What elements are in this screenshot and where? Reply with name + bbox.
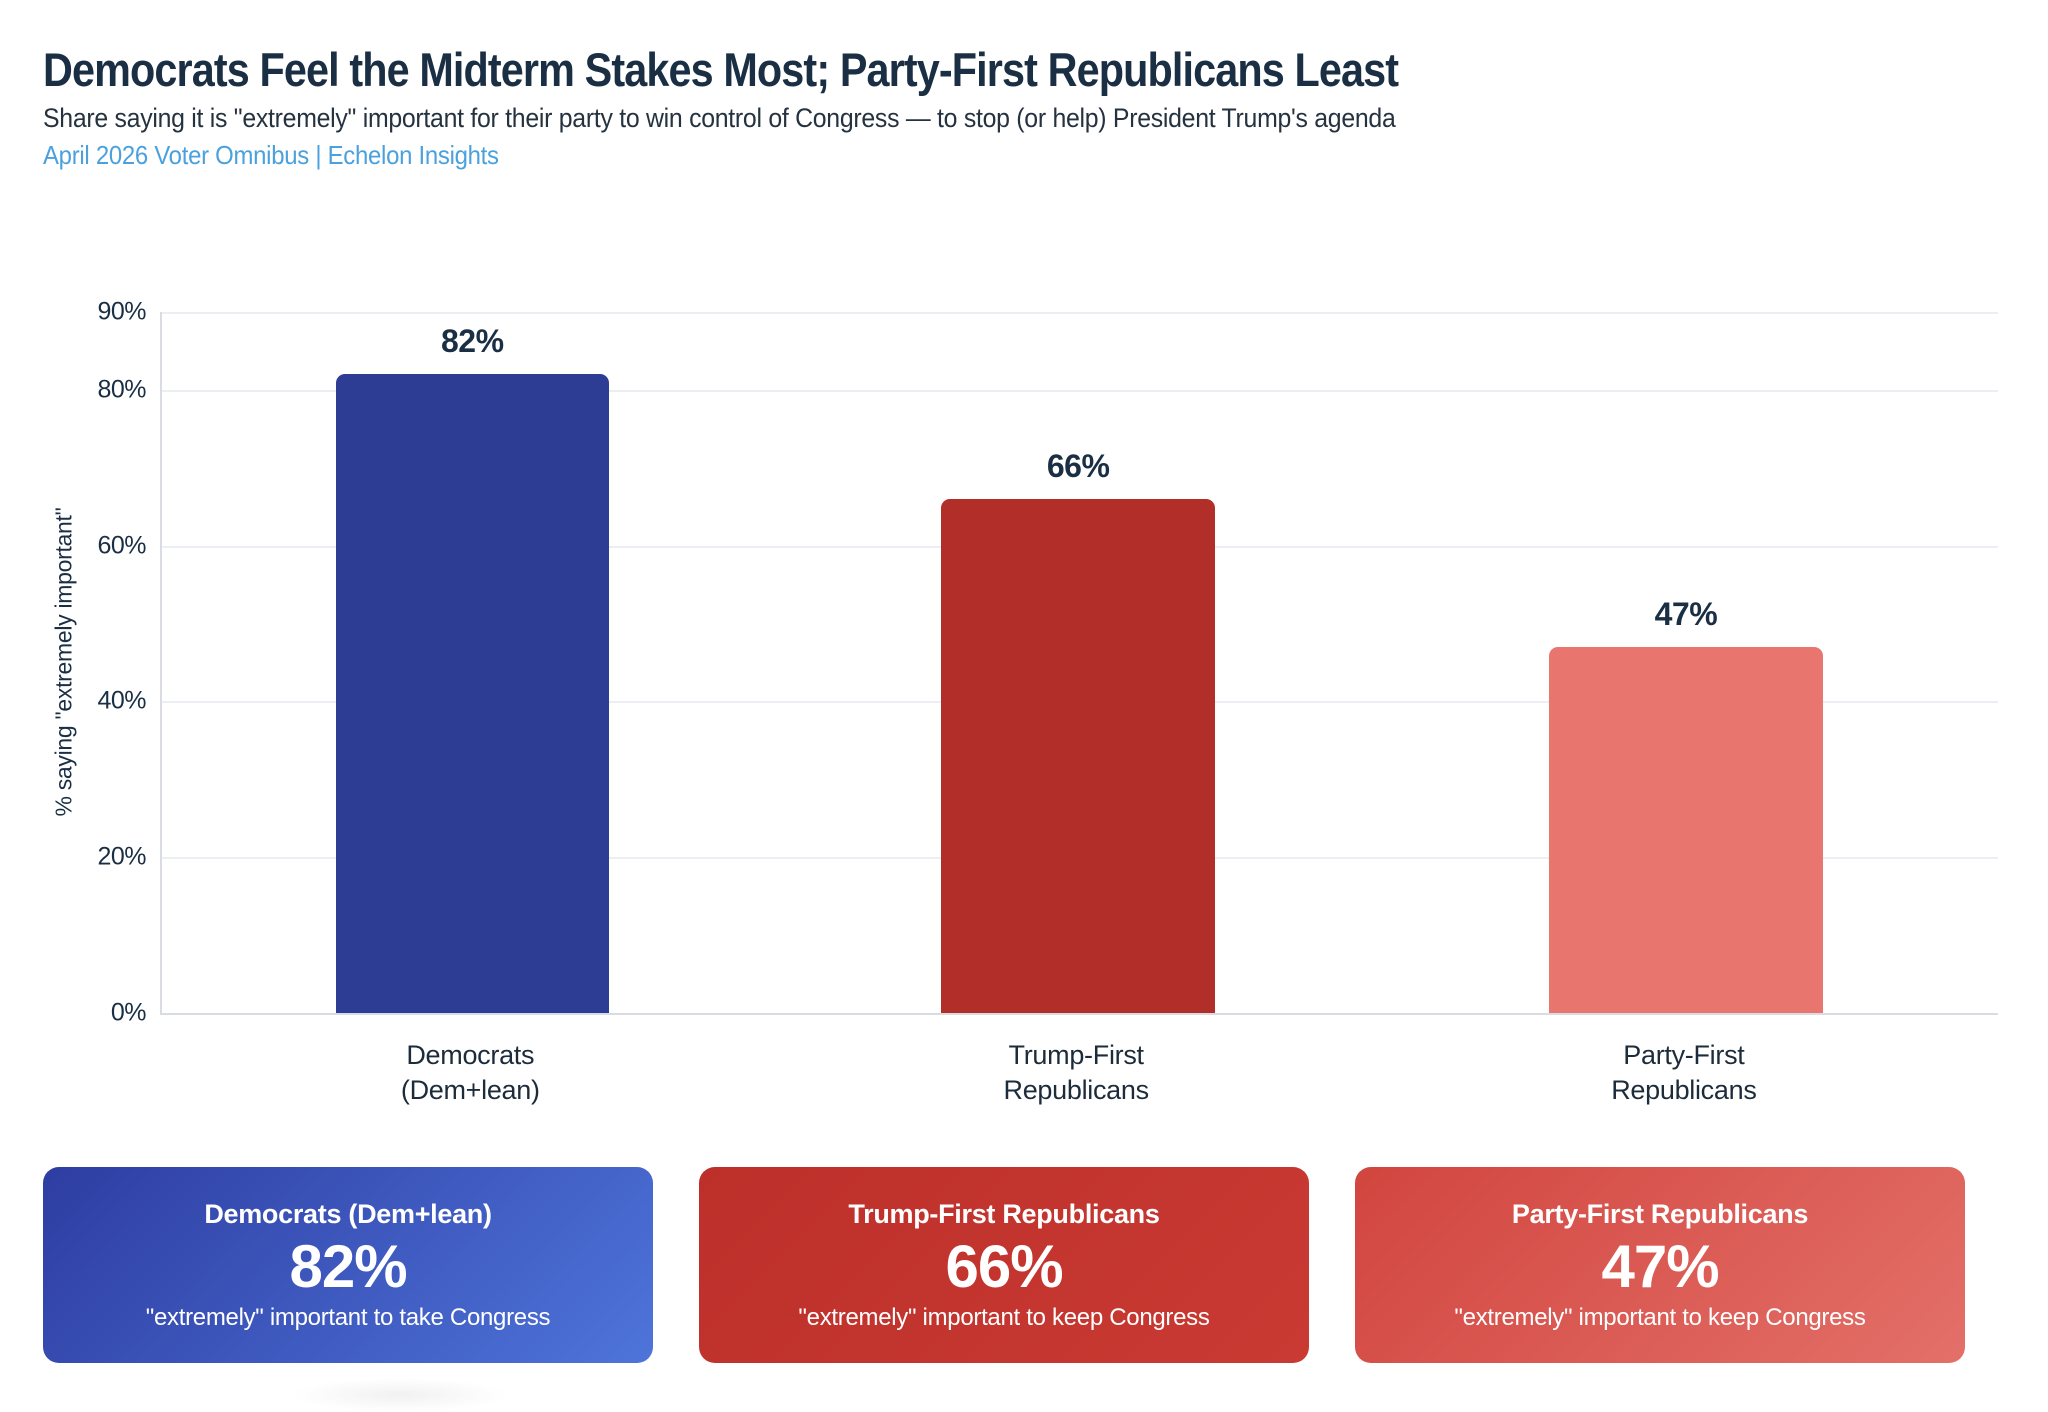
page-title: Democrats Feel the Midterm Stakes Most; … bbox=[43, 43, 1399, 96]
y-tick-label: 90% bbox=[97, 297, 146, 326]
x-axis-labels: Democrats (Dem+lean) Trump-First Republican… bbox=[160, 1038, 1996, 1128]
y-tick-label: 60% bbox=[97, 531, 146, 560]
bar-value-label: 66% bbox=[1046, 447, 1110, 484]
stat-card-democrats: Democrats (Dem+lean) 82% "extremely" imp… bbox=[43, 1167, 653, 1363]
card-caption: "extremely" important to take Congress bbox=[145, 1303, 551, 1331]
x-category-label: Party-First Republicans bbox=[1611, 1040, 1757, 1106]
page-subtitle: Share saying it is "extremely" important… bbox=[43, 103, 1396, 133]
plot-area: 82% 66% 47% bbox=[160, 312, 1998, 1015]
stat-cards-row: Democrats (Dem+lean) 82% "extremely" imp… bbox=[43, 1167, 1965, 1363]
y-tick-label: 20% bbox=[97, 842, 146, 871]
card-value: 66% bbox=[945, 1232, 1063, 1300]
y-tick-label: 40% bbox=[97, 686, 146, 715]
x-category-label: Trump-First Republicans bbox=[1003, 1040, 1150, 1106]
card-title: Party-First Republicans bbox=[1511, 1198, 1809, 1229]
stat-card-party-first: Party-First Republicans 47% "extremely" … bbox=[1355, 1167, 1965, 1363]
bar-1 bbox=[941, 498, 1215, 1013]
y-axis-ticks: 0% 20% 40% 60% 80% 90% bbox=[0, 298, 146, 1027]
card-caption: "extremely" important to keep Congress bbox=[1454, 1303, 1866, 1331]
bar-0 bbox=[335, 374, 610, 1013]
card-value: 47% bbox=[1601, 1232, 1719, 1300]
bar-value-label: 47% bbox=[1654, 595, 1718, 632]
bar-2 bbox=[1549, 646, 1823, 1013]
card-title: Democrats (Dem+lean) bbox=[204, 1198, 492, 1229]
card-caption: "extremely" important to keep Congress bbox=[798, 1303, 1210, 1331]
y-tick-label: 80% bbox=[97, 375, 146, 404]
source-line: April 2026 Voter Omnibus | Echelon Insig… bbox=[43, 140, 499, 170]
page-edge-shadow bbox=[290, 1378, 510, 1412]
card-title: Trump-First Republicans bbox=[848, 1198, 1160, 1229]
gridline bbox=[162, 389, 1998, 392]
stat-card-trump-first: Trump-First Republicans 66% "extremely" … bbox=[699, 1167, 1309, 1363]
gridline bbox=[162, 312, 1998, 314]
card-value: 82% bbox=[289, 1232, 407, 1300]
x-category-label: Democrats (Dem+lean) bbox=[400, 1040, 540, 1106]
y-tick-label: 0% bbox=[110, 998, 147, 1027]
bar-value-label: 82% bbox=[441, 323, 504, 360]
